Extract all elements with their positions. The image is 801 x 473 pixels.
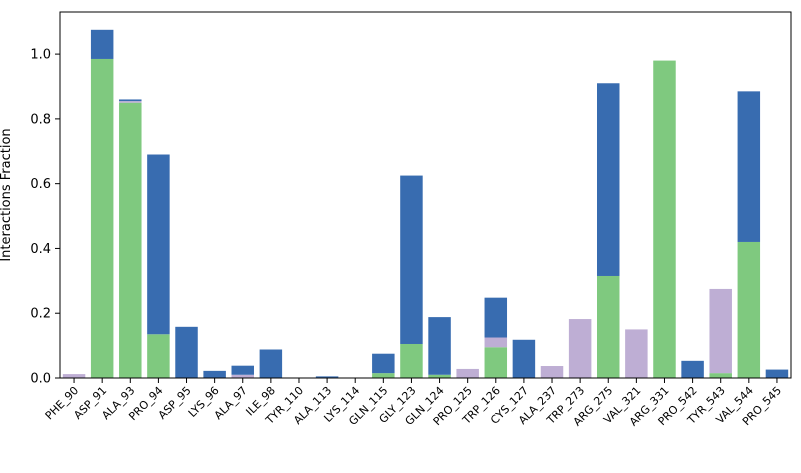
y-tick-label: 0.2: [30, 307, 51, 322]
bar-pro-125-series-1: [456, 368, 479, 378]
y-axis-title: Interactions Fraction: [0, 128, 14, 261]
bar-pro-542-series-2: [681, 360, 704, 378]
y-axis: 0.0 0.2 0.4 0.6 0.8 1.0: [30, 48, 60, 387]
bar-trp-273-series-1: [568, 319, 592, 378]
bar-val-544-series-0: [737, 241, 761, 378]
bar-tyr-543-series-1: [709, 288, 732, 374]
bar-trp-126-series-1: [484, 337, 508, 348]
bar-arg-275-series-2: [597, 83, 620, 276]
y-tick-label: 0.8: [30, 112, 51, 127]
bar-val-544-series-2: [737, 91, 761, 242]
bar-phe-90-series-1: [62, 374, 86, 378]
y-tick-label: 0.6: [30, 177, 51, 192]
bar-pro-94-series-0: [147, 334, 170, 378]
bar-gly-123-series-2: [400, 175, 423, 344]
bar-trp-126-series-2: [484, 297, 508, 338]
y-tick-label: 0.4: [30, 242, 51, 257]
y-tick-label: 0.0: [30, 372, 51, 387]
bar-gln-115-series-0: [372, 373, 395, 378]
bar-val-321-series-1: [625, 329, 648, 378]
bar-ala-237-series-1: [540, 366, 564, 378]
bar-ala-97-series-1: [231, 374, 254, 378]
bar-cys-127-series-2: [512, 339, 536, 378]
bar-asp-95-series-2: [175, 326, 198, 378]
bar-trp-126-series-0: [484, 347, 508, 378]
bar-gln-124-series-0: [428, 374, 451, 378]
bar-pro-545-series-2: [765, 369, 789, 378]
bar-ala-93-series-2: [119, 99, 142, 102]
plot-frame: [59, 11, 792, 379]
bar-arg-275-series-0: [597, 275, 620, 378]
bars-group: [62, 29, 789, 379]
bar-tyr-543-series-0: [709, 373, 732, 378]
bar-asp-91-series-2: [90, 29, 114, 59]
bar-ala-97-series-2: [231, 365, 254, 375]
x-axis: PHE_90ASP_91ALA_93PRO_94ASP_95LYS_96ALA_…: [43, 378, 784, 429]
bar-ile-98-series-2: [259, 349, 283, 378]
bar-pro-94-series-2: [147, 154, 170, 335]
bar-ala-113-series-2: [315, 376, 339, 378]
bar-ala-93-series-1: [119, 101, 142, 103]
bar-gly-123-series-0: [400, 343, 423, 378]
bar-arg-331-series-0: [653, 60, 676, 378]
bar-ala-93-series-0: [119, 102, 142, 378]
bar-gln-124-series-2: [428, 317, 451, 375]
bar-lys-96-series-2: [203, 370, 226, 378]
bar-gln-115-series-2: [372, 353, 395, 374]
y-tick-label: 1.0: [30, 48, 51, 63]
bar-asp-91-series-0: [90, 58, 114, 379]
